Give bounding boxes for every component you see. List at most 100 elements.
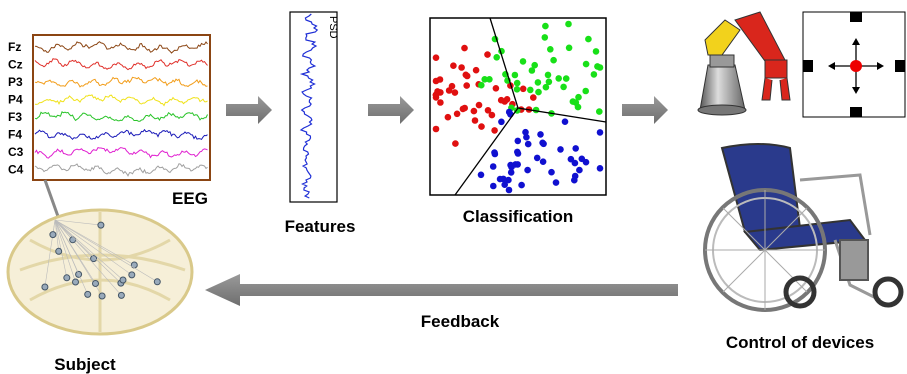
scatter-dot	[545, 72, 552, 79]
scatter-dot	[520, 58, 527, 65]
scatter-dot	[449, 83, 456, 90]
scatter-dot	[540, 158, 547, 165]
scatter-dot	[514, 161, 521, 168]
scatter-dot	[515, 138, 522, 145]
scatter-dot	[433, 54, 440, 61]
scatter-dot	[525, 141, 532, 148]
scatter-dot	[542, 34, 549, 41]
scatter-dot	[546, 79, 553, 86]
scatter-dot	[579, 156, 586, 163]
scatter-dot	[445, 114, 452, 121]
scatter-dot	[450, 62, 457, 69]
scatter-dot	[460, 106, 467, 113]
scatter-dot	[555, 75, 562, 82]
scatter-dot	[433, 126, 440, 133]
channel-label: Fz	[8, 40, 21, 54]
scatter-dot	[514, 149, 521, 156]
electrode	[154, 279, 160, 285]
scatter-dot	[550, 57, 557, 64]
scatter-dot	[461, 45, 468, 52]
electrode	[98, 222, 104, 228]
scatter-dot	[572, 160, 579, 167]
channel-label: P4	[8, 93, 23, 107]
scatter-dot	[493, 85, 500, 92]
scatter-dot	[596, 108, 603, 115]
scatter-dot	[597, 64, 604, 71]
scatter-dot	[472, 117, 479, 124]
scatter-dot	[520, 86, 527, 93]
electrode	[42, 284, 48, 290]
scatter-dot	[434, 88, 441, 95]
wheelchair	[705, 144, 901, 310]
scatter-dot	[575, 104, 582, 111]
scatter-dot	[512, 72, 519, 79]
electrode	[64, 275, 70, 281]
channel-labels: FzCzP3P4F3F4C3C4	[8, 40, 24, 177]
scatter-dot	[562, 118, 569, 125]
electrode	[93, 281, 99, 287]
scatter-dot	[437, 99, 444, 106]
arrow	[368, 96, 414, 124]
scatter-dot	[437, 76, 444, 83]
scatter-dot	[506, 187, 513, 194]
scatter-dot	[454, 111, 461, 118]
scatter-dot	[491, 149, 498, 156]
devices-label: Control of devices	[726, 333, 874, 352]
scatter-dot	[486, 76, 493, 83]
electrode	[120, 277, 126, 283]
diagram: FzCzP3P4F3F4C3C4 EEG PSD Features Classi…	[0, 0, 907, 374]
scatter-dot	[501, 181, 508, 188]
scatter-dot	[570, 98, 577, 105]
scatter-dot	[583, 61, 590, 68]
eeg-label: EEG	[172, 189, 208, 208]
scatter-dot	[597, 129, 604, 136]
electrode	[50, 232, 56, 238]
scatter-dot	[597, 165, 604, 172]
scatter-dot	[539, 140, 546, 147]
scatter-dot	[491, 127, 498, 134]
scatter-dot	[585, 36, 592, 43]
scatter-dot	[471, 108, 478, 115]
scatter-dot	[478, 82, 485, 89]
electrode	[56, 248, 62, 254]
scatter-dot	[524, 167, 531, 174]
scatter-dot	[463, 82, 470, 89]
psd-label: PSD	[327, 16, 339, 39]
scatter-dot	[593, 48, 600, 55]
feedback-label: Feedback	[421, 312, 500, 331]
scatter-dot	[530, 94, 537, 101]
eeg-panel	[33, 35, 210, 180]
scatter-dot	[531, 62, 538, 69]
scatter-dot	[458, 64, 465, 71]
scatter-dot	[476, 102, 483, 109]
electrode	[99, 293, 105, 299]
electrode	[131, 262, 137, 268]
scatter-dot	[563, 75, 570, 82]
scatter-dot	[565, 21, 572, 28]
scatter-dot	[514, 86, 521, 93]
arrow	[226, 96, 272, 124]
scatter-dot	[534, 155, 541, 162]
channel-label: C3	[8, 145, 24, 159]
scatter-dot	[553, 179, 560, 186]
scatter-dot	[498, 119, 505, 126]
scatter-dot	[572, 145, 579, 152]
scatter-dot	[518, 182, 525, 189]
scatter-dot	[566, 45, 573, 52]
scatter-dot	[514, 80, 521, 87]
scatter-dot	[464, 73, 471, 80]
robot-arm	[698, 12, 790, 115]
scatter-dot	[473, 67, 480, 74]
feedback-arrow	[205, 274, 678, 306]
scatter-dot	[498, 97, 505, 104]
scatter-dot	[527, 87, 534, 94]
scatter-dot	[490, 163, 497, 170]
scatter-dot	[478, 123, 485, 130]
scatter-dot	[504, 96, 511, 103]
psd-panel	[290, 12, 337, 202]
features-label: Features	[285, 217, 356, 236]
scatter-dot	[557, 146, 564, 153]
scatter-dot	[535, 79, 542, 86]
channel-label: F3	[8, 110, 22, 124]
scatter-dot	[490, 183, 497, 190]
